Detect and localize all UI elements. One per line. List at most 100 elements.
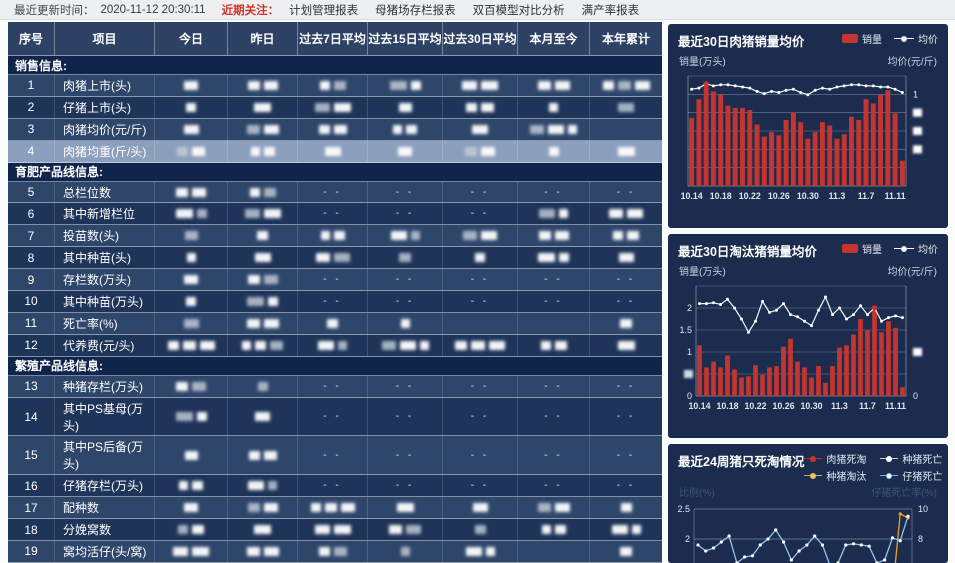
line-point[interactable] <box>817 308 820 312</box>
line-point[interactable] <box>894 314 897 318</box>
series-line[interactable] <box>697 516 909 563</box>
table-row[interactable]: 16 仔猪存栏(万头) - - - - - - - - - - <box>8 475 662 498</box>
table-row[interactable]: 14 其中PS基母(万头) - - - - - - - - - - <box>8 397 662 437</box>
table-row[interactable]: 4 肉猪均重(斤/头) <box>8 140 662 163</box>
line-point[interactable] <box>705 302 708 306</box>
line-point[interactable] <box>820 543 825 547</box>
bar[interactable] <box>830 366 835 396</box>
line-point[interactable] <box>774 528 778 532</box>
table-row[interactable]: 7 投苗数(头) <box>8 225 662 248</box>
line-point[interactable] <box>845 317 848 321</box>
death-cull-chart-canvas[interactable]: 2.510281.56 <box>678 499 938 563</box>
legend-item-sales[interactable]: 销量 <box>842 241 882 256</box>
legend-item-pork-death[interactable]: 肉猪死淘 <box>804 451 866 466</box>
bar[interactable] <box>689 117 695 186</box>
bar[interactable] <box>776 135 782 186</box>
report-link-model-compare[interactable]: 双百模型对比分析 <box>472 4 565 17</box>
bar[interactable] <box>886 321 891 396</box>
table-row[interactable]: 5 总栏位数 - - - - - - - - - - <box>8 181 662 204</box>
line-point[interactable] <box>842 84 846 88</box>
line-point[interactable] <box>796 315 799 319</box>
line-point[interactable] <box>898 539 902 543</box>
line-point[interactable] <box>690 87 694 91</box>
line-point[interactable] <box>748 86 752 90</box>
bar[interactable] <box>885 90 891 186</box>
bar[interactable] <box>872 305 877 396</box>
line-point[interactable] <box>851 542 856 546</box>
bar[interactable] <box>753 365 758 396</box>
line-point[interactable] <box>890 536 895 540</box>
line-point[interactable] <box>719 302 722 306</box>
bar[interactable] <box>819 122 825 186</box>
table-row[interactable]: 15 其中PS后备(万头) - - - - - - - - - - <box>8 436 662 476</box>
line-point[interactable] <box>886 85 890 89</box>
line-point[interactable] <box>781 540 786 544</box>
bar[interactable] <box>718 367 723 396</box>
bar[interactable] <box>767 367 772 396</box>
bar[interactable] <box>788 338 793 396</box>
line-point[interactable] <box>893 87 897 91</box>
avg-price-line[interactable] <box>691 83 903 96</box>
table-row[interactable]: 18 分娩窝数 <box>8 519 662 542</box>
bar[interactable] <box>893 327 898 396</box>
legend-item-price[interactable]: 均价 <box>894 31 938 46</box>
bar[interactable] <box>696 99 702 186</box>
line-point[interactable] <box>704 549 708 553</box>
bar[interactable] <box>739 377 744 396</box>
line-point[interactable] <box>712 301 715 305</box>
line-point[interactable] <box>755 89 759 93</box>
table-row[interactable]: 3 肉猪均价(元/斤) <box>8 118 662 141</box>
bar[interactable] <box>761 136 767 187</box>
bar[interactable] <box>704 367 709 396</box>
report-link-sow-inventory[interactable]: 母猪场存栏报表 <box>375 4 456 17</box>
line-point[interactable] <box>770 89 774 93</box>
line-point[interactable] <box>750 554 755 558</box>
line-point[interactable] <box>697 86 701 90</box>
table-row[interactable]: 13 种猪存栏(万头) - - - - - - - - - - <box>8 375 662 398</box>
line-point[interactable] <box>747 330 750 334</box>
bar[interactable] <box>892 113 898 186</box>
line-point[interactable] <box>775 308 778 312</box>
line-point[interactable] <box>824 295 827 299</box>
line-point[interactable] <box>741 85 744 89</box>
bar[interactable] <box>823 382 828 396</box>
bar[interactable] <box>697 345 702 396</box>
bar[interactable] <box>746 376 751 396</box>
line-point[interactable] <box>743 555 747 559</box>
line-point[interactable] <box>766 537 770 541</box>
line-point[interactable] <box>835 85 839 89</box>
bar[interactable] <box>856 120 862 186</box>
bar[interactable] <box>740 107 745 186</box>
bar[interactable] <box>725 105 731 186</box>
bar[interactable] <box>899 160 905 186</box>
line-point[interactable] <box>880 319 883 323</box>
line-point[interactable] <box>831 313 834 317</box>
bar[interactable] <box>781 346 786 396</box>
line-point[interactable] <box>698 302 701 306</box>
bar[interactable] <box>760 374 765 396</box>
legend-item-sales[interactable]: 销量 <box>842 31 882 46</box>
bar[interactable] <box>841 134 847 186</box>
line-point[interactable] <box>850 83 853 87</box>
bar[interactable] <box>718 94 724 186</box>
line-point[interactable] <box>803 319 806 323</box>
line-point[interactable] <box>768 310 771 314</box>
bar[interactable] <box>827 125 833 187</box>
line-point[interactable] <box>805 543 809 547</box>
bar[interactable] <box>879 332 884 396</box>
line-point[interactable] <box>740 317 743 321</box>
bar[interactable] <box>849 116 854 186</box>
table-row[interactable]: 8 其中种苗(头) <box>8 247 662 270</box>
bar[interactable] <box>795 361 800 396</box>
cull-sales-chart-canvas[interactable]: 21.510 010.14 10.18 10.22 10.26 10.30 11.3 11.7… <box>678 278 938 428</box>
bar[interactable] <box>900 387 905 396</box>
line-point[interactable] <box>726 297 729 301</box>
bar[interactable] <box>870 103 876 187</box>
legend-item-piglet-death[interactable]: 仔猪死亡 <box>880 468 942 483</box>
bar[interactable] <box>710 91 716 186</box>
line-point[interactable] <box>727 534 731 538</box>
line-point[interactable] <box>797 549 801 553</box>
bar[interactable] <box>774 366 779 396</box>
bar[interactable] <box>790 112 796 186</box>
line-point[interactable] <box>761 299 764 303</box>
